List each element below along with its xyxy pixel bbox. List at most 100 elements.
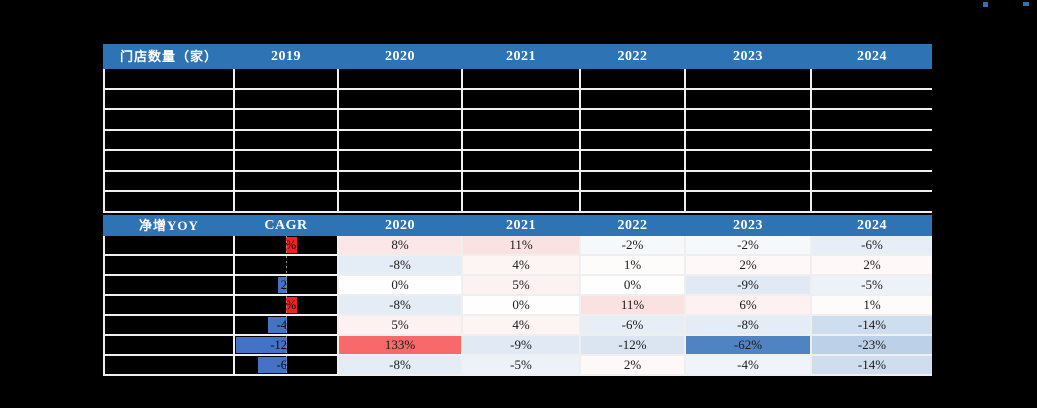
store-cell-redacted bbox=[105, 171, 233, 191]
yoy-value-cell: -6% bbox=[581, 316, 684, 334]
store-table-body bbox=[103, 69, 932, 213]
store-cell-redacted bbox=[581, 130, 684, 150]
store-cell-redacted bbox=[235, 69, 337, 88]
negative-databar bbox=[236, 337, 287, 353]
cagr-visible-value: -6 bbox=[276, 357, 287, 372]
store-cell-redacted bbox=[463, 69, 579, 88]
yoy-value-cell: -62% bbox=[686, 336, 810, 354]
yoy-year-2023: 2023 bbox=[733, 217, 763, 233]
yoy-value-cell: 11% bbox=[581, 296, 684, 314]
store-cell-redacted bbox=[581, 151, 684, 170]
yoy-value-cell: 0% bbox=[339, 276, 461, 294]
store-cell-redacted bbox=[581, 171, 684, 191]
yoy-table-body: % 8% 11% -2% -2% -6% -8% 4% 1% 2% 2% 2 0% 5% 0% -9% -5%%… bbox=[103, 236, 932, 376]
yoy-label-cell-redacted bbox=[105, 336, 233, 354]
cagr-visible-value: -4 bbox=[276, 317, 287, 332]
yoy-value-cell: 5% bbox=[339, 316, 461, 334]
yoy-value-cell: 2% bbox=[686, 256, 810, 274]
yoy-value-cell: -9% bbox=[686, 276, 810, 294]
positive-databar bbox=[286, 237, 297, 253]
store-cell-redacted bbox=[235, 192, 337, 211]
store-cell-redacted bbox=[812, 110, 932, 129]
store-cell-redacted bbox=[463, 151, 579, 170]
yoy-value-cell: 2% bbox=[581, 356, 684, 374]
store-cell-redacted bbox=[581, 69, 684, 88]
databar-zero-axis bbox=[286, 236, 287, 376]
store-cell-redacted bbox=[463, 192, 579, 211]
store-cell-redacted bbox=[686, 130, 810, 150]
negative-databar bbox=[278, 277, 287, 293]
yoy-table-title: 净增YOY bbox=[139, 218, 199, 233]
cagr-visible-value: % bbox=[285, 237, 297, 252]
store-cell-redacted bbox=[235, 130, 337, 150]
store-cell-redacted bbox=[235, 110, 337, 129]
yoy-value-cell: -8% bbox=[339, 296, 461, 314]
yoy-value-cell: 0% bbox=[463, 296, 579, 314]
store-year-2024: 2024 bbox=[857, 48, 887, 64]
store-table-title: 门店数量（家） bbox=[119, 49, 218, 64]
yoy-year-2021: 2021 bbox=[506, 217, 536, 233]
yoy-value-cell: -9% bbox=[463, 336, 579, 354]
store-year-2019: 2019 bbox=[271, 48, 301, 64]
yoy-value-cell: 1% bbox=[581, 256, 684, 274]
yoy-value-cell: 11% bbox=[463, 236, 579, 254]
store-cell-redacted bbox=[581, 110, 684, 129]
yoy-value-cell: 5% bbox=[463, 276, 579, 294]
yoy-value-cell: -12% bbox=[581, 336, 684, 354]
yoy-label-cell-redacted bbox=[105, 296, 233, 314]
store-year-2023: 2023 bbox=[733, 48, 763, 64]
negative-databar bbox=[258, 357, 287, 373]
yoy-value-cell: 133% bbox=[339, 336, 461, 354]
cagr-visible-value: % bbox=[285, 297, 297, 312]
store-cell-redacted bbox=[339, 110, 461, 129]
yoy-value-cell: 4% bbox=[463, 256, 579, 274]
yoy-value-cell: -2% bbox=[686, 236, 810, 254]
yoy-label-cell-redacted bbox=[105, 236, 233, 254]
yoy-value-cell: -5% bbox=[812, 276, 932, 294]
store-cell-redacted bbox=[463, 130, 579, 150]
store-cell-redacted bbox=[339, 130, 461, 150]
store-table-header: 门店数量（家） 2019 2020 2021 2022 2023 2024 bbox=[103, 44, 932, 69]
store-cell-redacted bbox=[686, 110, 810, 129]
yoy-value-cell: -8% bbox=[339, 356, 461, 374]
yoy-year-2022: 2022 bbox=[617, 217, 648, 233]
store-cell-redacted bbox=[581, 192, 684, 211]
yoy-value-cell: -4% bbox=[686, 356, 810, 374]
cagr-visible-value: 2 bbox=[280, 277, 287, 292]
store-cell-redacted bbox=[105, 192, 233, 211]
store-cell-redacted bbox=[686, 171, 810, 191]
artifact-speck bbox=[1023, 2, 1029, 6]
yoy-value-cell: -8% bbox=[339, 256, 461, 274]
yoy-label-cell-redacted bbox=[105, 256, 233, 274]
negative-databar bbox=[268, 317, 287, 333]
yoy-value-cell: 8% bbox=[339, 236, 461, 254]
yoy-value-cell: 2% bbox=[812, 256, 932, 274]
yoy-year-2020: 2020 bbox=[385, 217, 415, 233]
store-cell-redacted bbox=[463, 171, 579, 191]
store-cell-redacted bbox=[686, 89, 810, 109]
store-year-2020: 2020 bbox=[385, 48, 415, 64]
yoy-table-header: 净增YOY CAGR 2020 2021 2022 2023 2024 bbox=[103, 215, 932, 236]
store-cell-redacted bbox=[105, 69, 233, 88]
yoy-label-cell-redacted bbox=[105, 356, 233, 374]
store-cell-redacted bbox=[812, 151, 932, 170]
store-cell-redacted bbox=[235, 171, 337, 191]
store-cell-redacted bbox=[235, 151, 337, 170]
store-cell-redacted bbox=[812, 192, 932, 211]
store-cell-redacted bbox=[339, 151, 461, 170]
store-cell-redacted bbox=[812, 171, 932, 191]
positive-databar bbox=[286, 297, 297, 313]
store-cell-redacted bbox=[339, 192, 461, 211]
store-year-2022: 2022 bbox=[617, 48, 648, 64]
store-cell-redacted bbox=[339, 171, 461, 191]
yoy-value-cell: -2% bbox=[581, 236, 684, 254]
store-cell-redacted bbox=[105, 151, 233, 170]
store-cell-redacted bbox=[686, 192, 810, 211]
cagr-visible-value: -12 bbox=[270, 337, 287, 352]
yoy-value-cell: 6% bbox=[686, 296, 810, 314]
store-cell-redacted bbox=[812, 69, 932, 88]
store-cell-redacted bbox=[812, 89, 932, 109]
yoy-value-cell: -14% bbox=[812, 316, 932, 334]
store-cell-redacted bbox=[235, 89, 337, 109]
store-cell-redacted bbox=[339, 69, 461, 88]
